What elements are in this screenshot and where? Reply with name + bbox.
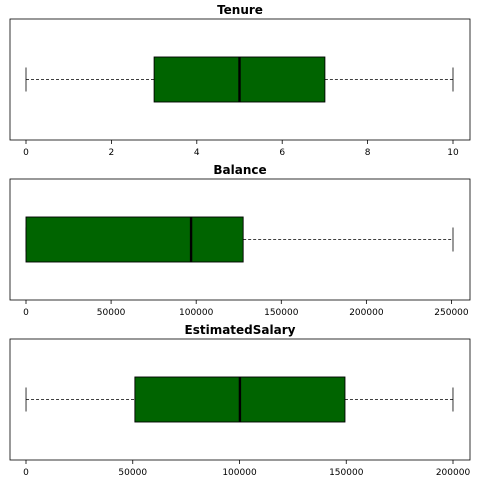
chart-title: Tenure [217,3,263,17]
x-tick-label: 150000 [329,468,364,478]
x-tick-label: 50000 [118,468,147,478]
x-tick-label: 100000 [179,308,214,318]
chart-title: EstimatedSalary [185,323,296,337]
plot-frame [9,338,471,461]
x-tick-label: 8 [365,148,371,158]
panel-estimated-salary: EstimatedSalary 0 50000 100000 150000 200000 [9,323,471,478]
panel-body: 0 2 4 6 8 10 [23,56,459,158]
plot-frame [9,178,471,301]
x-tick-label: 200000 [349,308,384,318]
chart-title: Balance [213,163,266,177]
x-tick-label: 250000 [434,308,469,318]
x-tick-label: 0 [23,308,29,318]
panel-body: 0 50000 100000 150000 200000 [23,376,471,478]
x-tick-label: 100000 [222,468,257,478]
x-tick-label: 0 [23,468,29,478]
x-tick-label: 200000 [436,468,471,478]
x-tick-label: 10 [447,148,459,158]
x-tick-label: 2 [109,148,115,158]
x-tick-label: 6 [279,148,285,158]
x-tick-label: 50000 [97,308,126,318]
iqr-box [25,216,244,263]
x-tick-label: 150000 [264,308,299,318]
x-tick-label: 4 [194,148,200,158]
x-tick-label: 0 [23,148,29,158]
panel-balance: Balance 0 50000 100000 150000 200000 250000 [9,163,471,318]
panel-tenure: Tenure 0 2 4 6 8 10 [9,3,471,158]
plot-frame [9,18,471,141]
panel-body: 0 50000 100000 150000 200000 250000 [23,216,469,318]
